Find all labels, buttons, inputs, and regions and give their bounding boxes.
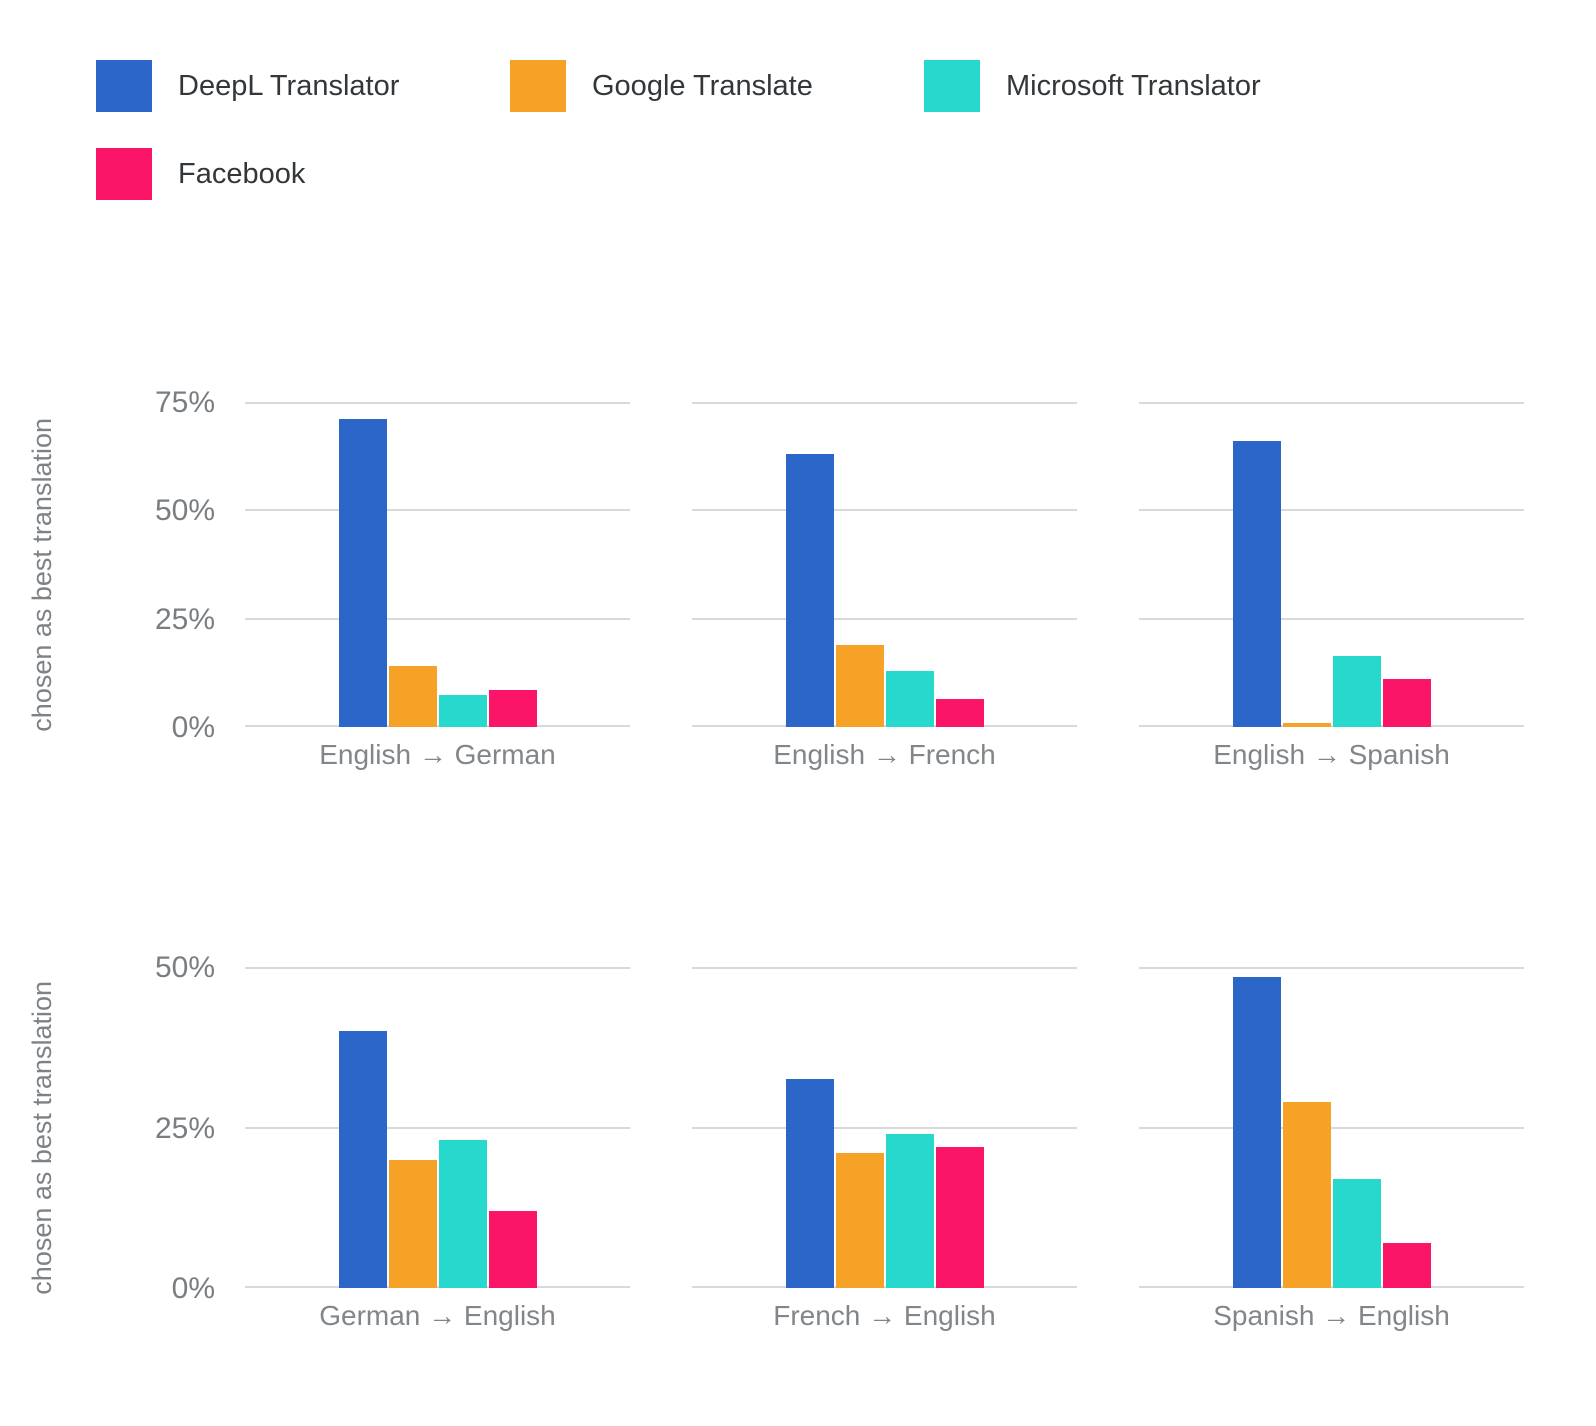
plot-panel-0-0 [245, 402, 630, 727]
gridline [692, 1286, 1077, 1288]
bar-deepl-translator [338, 419, 387, 727]
legend-item-2: Microsoft Translator [924, 60, 1338, 112]
bar-microsoft-translator [438, 694, 487, 727]
legend-swatch-icon [96, 148, 152, 200]
y-axis-title: chosen as best translation [26, 417, 57, 732]
bar-deepl-translator [338, 1031, 387, 1288]
gridline [245, 1286, 630, 1288]
bar-facebook [935, 1146, 984, 1288]
gridline [692, 725, 1077, 727]
bar-google-translate [388, 1159, 437, 1288]
bar-microsoft-translator [1332, 655, 1381, 727]
bar-facebook [1382, 679, 1431, 727]
gridline [1139, 1126, 1524, 1129]
bar-microsoft-translator [1332, 1178, 1381, 1288]
y-tick-label: 75% [154, 386, 215, 419]
bar-group [692, 454, 1077, 727]
y-tick-label: 0% [171, 1272, 215, 1305]
gridline [245, 402, 630, 404]
bar-group [1139, 976, 1524, 1288]
gridline [1139, 1286, 1524, 1288]
legend-item-0: DeepL Translator [96, 60, 510, 112]
gridline [692, 402, 1077, 404]
legend-item-label: Microsoft Translator [1006, 69, 1261, 102]
legend-swatch-icon [924, 60, 980, 112]
y-axis-title-box: chosen as best translation [22, 388, 62, 761]
legend-item-1: Google Translate [510, 60, 924, 112]
bar-microsoft-translator [438, 1140, 487, 1288]
gridline [245, 509, 630, 512]
bar-google-translate [388, 666, 437, 727]
bar-facebook [935, 698, 984, 727]
gridline [692, 1126, 1077, 1129]
bar-facebook [488, 690, 537, 727]
gridline [1139, 509, 1524, 512]
bar-deepl-translator [1232, 441, 1281, 727]
plot-panel-0-2 [1139, 402, 1524, 727]
gridline [1139, 617, 1524, 620]
y-axis-title-box: chosen as best translation [22, 953, 62, 1322]
x-category-label: French → English [773, 1300, 996, 1331]
plot-panel-0-1 [692, 402, 1077, 727]
gridline [692, 509, 1077, 512]
bar-deepl-translator [785, 454, 834, 727]
bar-google-translate [835, 644, 884, 727]
legend-item-label: Google Translate [592, 69, 813, 102]
gridline [1139, 967, 1524, 969]
legend-swatch-icon [510, 60, 566, 112]
gridline [692, 967, 1077, 969]
bar-group [245, 1031, 630, 1288]
gridline [1139, 725, 1524, 727]
plot-panel-1-1 [692, 967, 1077, 1288]
y-tick-label: 0% [171, 711, 215, 744]
y-tick-label: 50% [154, 494, 215, 528]
x-category-label: German → English [319, 1300, 556, 1331]
bar-google-translate [1282, 722, 1331, 727]
legend-item-label: DeepL Translator [178, 69, 400, 102]
y-tick-label: 50% [154, 951, 215, 984]
bar-facebook [1382, 1243, 1431, 1288]
bar-group [1139, 441, 1524, 727]
gridline [245, 1126, 630, 1129]
bar-group [692, 1079, 1077, 1288]
bar-group [245, 419, 630, 727]
bar-facebook [488, 1210, 537, 1288]
y-axis-title: chosen as best translation [26, 980, 57, 1295]
bar-deepl-translator [785, 1079, 834, 1288]
gridline [1139, 402, 1524, 404]
gridline [692, 617, 1077, 620]
bar-google-translate [835, 1153, 884, 1288]
bar-microsoft-translator [885, 1133, 934, 1288]
x-category-label: English → French [773, 739, 996, 770]
gridline [245, 617, 630, 620]
y-tick-label: 25% [154, 1111, 215, 1145]
plot-panel-1-2 [1139, 967, 1524, 1288]
plot-panel-1-0 [245, 967, 630, 1288]
x-category-label: English → German [319, 739, 556, 770]
bar-deepl-translator [1232, 976, 1281, 1288]
bar-google-translate [1282, 1101, 1331, 1288]
y-tick-label: 25% [154, 602, 215, 636]
x-category-label: Spanish → English [1213, 1300, 1450, 1331]
bar-microsoft-translator [885, 670, 934, 727]
legend-item-label: Facebook [178, 157, 306, 190]
legend-item-3: Facebook [96, 148, 510, 200]
gridline [245, 725, 630, 727]
legend: DeepL Translator Google Translate Microsof… [96, 60, 1516, 200]
chart-row-top: chosen as best translation 75% 50% 25% 0% Eng… [0, 388, 1596, 817]
legend-swatch-icon [96, 60, 152, 112]
chart-row-bottom: chosen as best translation 50% 25% 0% German… [0, 953, 1596, 1378]
gridline [245, 967, 630, 969]
x-category-label: English → Spanish [1213, 739, 1450, 770]
